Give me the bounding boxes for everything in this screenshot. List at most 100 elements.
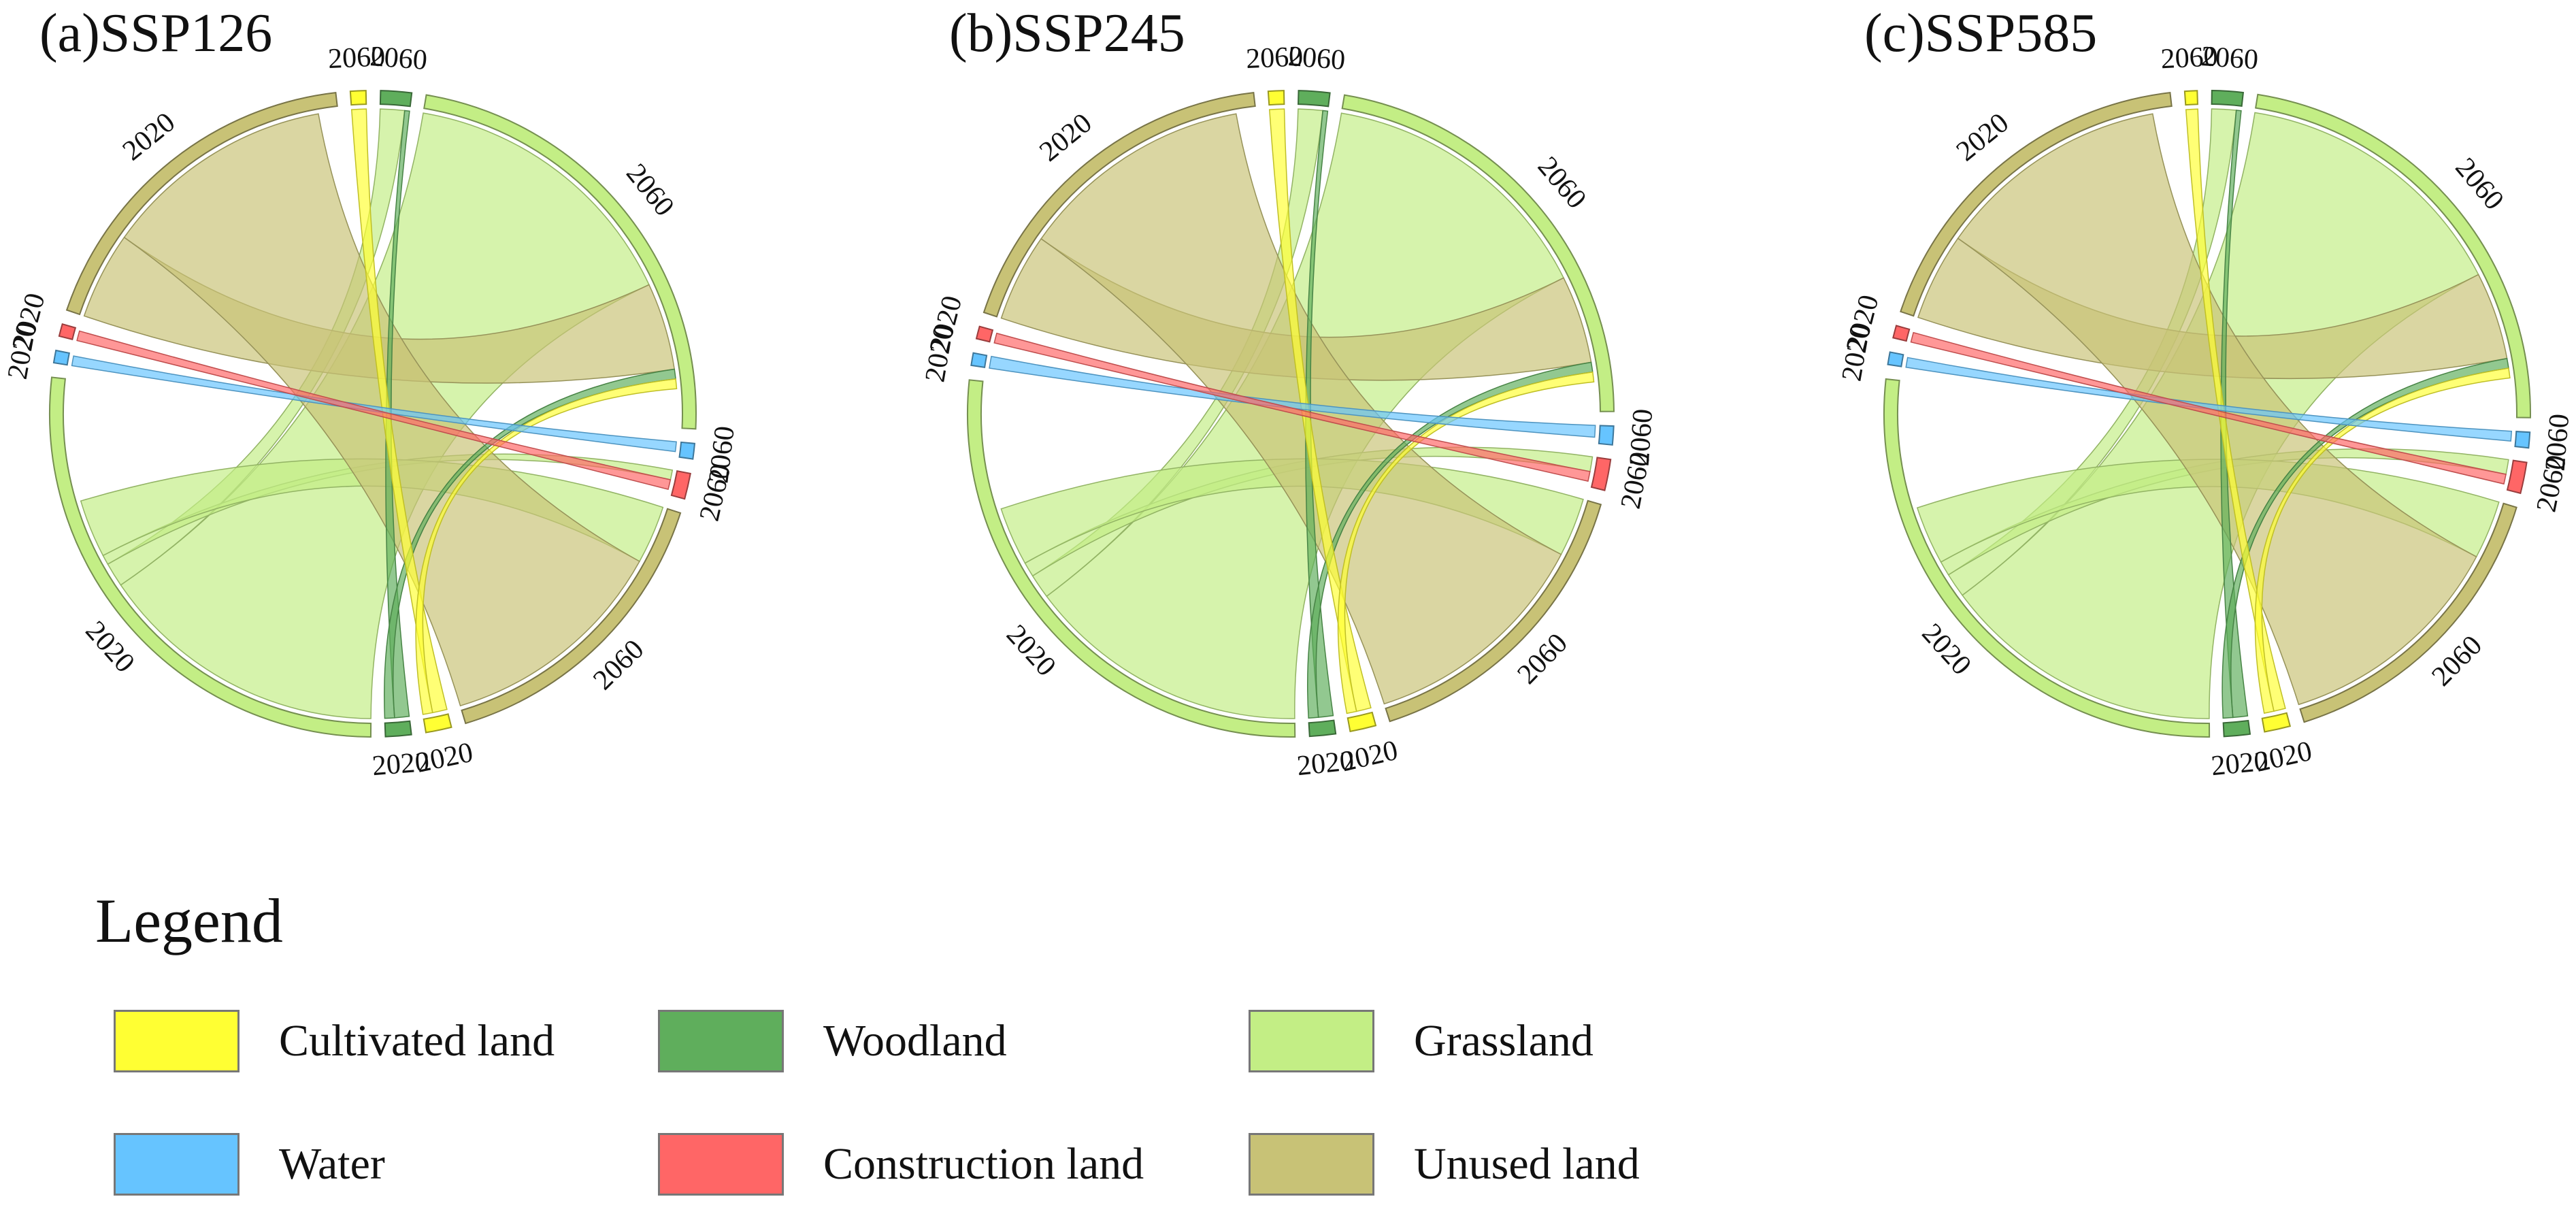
segment-woodland-2020 xyxy=(2222,719,2251,738)
segment-construction-land-2020 xyxy=(975,325,994,343)
chord-water-2020-to-water-2060 xyxy=(71,355,677,453)
chord-cultivated-land-2020-to-grassland-2060 xyxy=(415,378,678,715)
segment-year-label: 2020 xyxy=(924,293,969,356)
chord-woodland-2020-to-woodland-2060 xyxy=(2220,110,2249,719)
chord-diagram-3: 2060206020602060206020602020202020202020… xyxy=(1836,41,2576,782)
segment-year-label: 2020 xyxy=(2210,746,2270,783)
legend-title: Legend xyxy=(95,886,283,955)
legend-swatch-unused-land xyxy=(1249,1132,1374,1196)
segment-woodland-2020 xyxy=(384,720,412,738)
segment-cultivated-land-2020 xyxy=(2261,712,2292,733)
segment-grassland-2020 xyxy=(49,376,372,738)
segment-year-label: 2060 xyxy=(2449,152,2509,216)
legend-item-woodland: Woodland xyxy=(658,1008,1007,1073)
panel-title-a: (a)SSP126 xyxy=(39,3,273,63)
chord-diagrams: 2060206020602060206020602020202020202020… xyxy=(2,41,2576,782)
segment-water-2020 xyxy=(970,352,988,369)
segment-year-label: 2060 xyxy=(620,158,680,222)
segment-grassland-2060 xyxy=(1341,94,1615,412)
segment-unused-land-2060 xyxy=(1385,499,1602,723)
segment-construction-land-2060 xyxy=(670,470,691,500)
segment-year-label: 2060 xyxy=(327,41,386,75)
segment-water-2020 xyxy=(1887,351,1904,367)
segment-cultivated-land-2060 xyxy=(2183,90,2198,106)
legend-item-unused-land: Unused land xyxy=(1249,1132,1640,1196)
legend-swatch-cultivated-land xyxy=(114,1009,240,1072)
segment-year-label: 2060 xyxy=(1532,151,1592,215)
segment-year-label: 2060 xyxy=(2530,453,2573,514)
chord-cultivated-land-2020-to-grassland-2060 xyxy=(2254,367,2511,714)
segment-construction-land-2060 xyxy=(1590,457,1612,491)
segment-year-label: 2060 xyxy=(1245,41,1304,75)
chord-cultivated-land-2020-to-cultivated-land-2060 xyxy=(350,108,448,714)
segment-grassland-2020 xyxy=(1883,378,2211,738)
segment-year-label: 2020 xyxy=(1295,745,1355,782)
segment-year-label: 2060 xyxy=(1615,449,1657,511)
chord-construction-land-2020-to-construction-land-2060 xyxy=(1910,331,2507,485)
panel-title-c: (c)SSP585 xyxy=(1864,3,2098,63)
legend-item-water: Water xyxy=(114,1132,385,1196)
chord-woodland-2020-to-grassland-2060 xyxy=(1307,361,1594,719)
chord-diagram-2: 2060206020602060206020602020202020202020… xyxy=(919,41,1659,782)
legend-label-cultivated-land: Cultivated land xyxy=(279,1015,555,1066)
segment-year-label: 2060 xyxy=(703,425,740,485)
segment-year-label: 2060 xyxy=(369,41,428,76)
panel-title-b: (b)SSP245 xyxy=(949,3,1185,63)
segment-woodland-2060 xyxy=(379,90,413,108)
chord-cultivated-land-2020-to-cultivated-land-2060 xyxy=(2185,108,2286,712)
segment-unused-land-2020 xyxy=(1900,92,2173,317)
segment-year-label: 2060 xyxy=(2540,412,2576,472)
segment-year-label: 2060 xyxy=(1624,408,1659,467)
segment-unused-land-2060 xyxy=(2299,502,2517,723)
segment-water-2060 xyxy=(1598,425,1615,446)
legend-item-cultivated-land: Cultivated land xyxy=(114,1008,555,1073)
chord-woodland-2020-to-grassland-2060 xyxy=(2222,357,2509,719)
legend-label-unused-land: Unused land xyxy=(1414,1138,1640,1189)
legend-label-construction-land: Construction land xyxy=(823,1138,1144,1189)
segment-grassland-2060 xyxy=(2255,93,2531,418)
segment-year-label: 2020 xyxy=(6,290,51,353)
chord-cultivated-land-2020-to-cultivated-land-2060 xyxy=(1268,108,1372,712)
segment-cultivated-land-2020 xyxy=(1347,711,1377,733)
legend-item-construction-land: Construction land xyxy=(658,1132,1144,1196)
segment-unused-land-2020 xyxy=(65,92,338,316)
segment-year-label: 2020 xyxy=(117,107,181,167)
segment-unused-land-2020 xyxy=(982,92,1256,318)
segment-water-2020 xyxy=(52,349,70,366)
segment-construction-land-2020 xyxy=(58,323,77,340)
segment-water-2060 xyxy=(2514,431,2531,449)
segment-grassland-2060 xyxy=(423,94,697,430)
segment-cultivated-land-2060 xyxy=(349,90,367,106)
legend-label-water: Water xyxy=(279,1138,385,1189)
segment-year-label: 2060 xyxy=(2160,41,2219,75)
segment-woodland-2060 xyxy=(1298,90,1331,108)
segment-year-label: 2060 xyxy=(694,461,738,524)
segment-unused-land-2060 xyxy=(461,508,682,725)
chord-construction-land-2020-to-construction-land-2060 xyxy=(76,330,672,490)
legend-label-grassland: Grassland xyxy=(1414,1015,1594,1066)
chord-construction-land-2020-to-construction-land-2060 xyxy=(993,332,1591,482)
chord-links xyxy=(1905,108,2513,719)
segment-year-label: 2020 xyxy=(1840,292,1885,355)
chord-diagram-1: 2060206020602060206020602020202020202020… xyxy=(2,41,741,782)
legend-item-grassland: Grassland xyxy=(1249,1008,1594,1073)
legend-label-woodland: Woodland xyxy=(823,1015,1007,1066)
chord-links xyxy=(989,108,1596,719)
segment-grassland-2020 xyxy=(967,379,1296,738)
chord-cultivated-land-2020-to-grassland-2060 xyxy=(1337,371,1595,714)
legend-swatch-woodland xyxy=(658,1009,784,1072)
segment-water-2060 xyxy=(678,441,696,460)
chord-water-2020-to-water-2060 xyxy=(1905,357,2513,442)
legend-swatch-construction-land xyxy=(658,1132,784,1196)
segment-year-label: 2020 xyxy=(1034,108,1097,168)
chord-water-2020-to-water-2060 xyxy=(989,355,1596,438)
segment-cultivated-land-2020 xyxy=(423,713,452,734)
segment-year-label: 2020 xyxy=(371,746,430,783)
segment-year-label: 2060 xyxy=(2200,41,2260,76)
segment-construction-land-2020 xyxy=(1892,325,1911,342)
legend-swatch-grassland xyxy=(1249,1009,1374,1072)
segment-year-label: 2020 xyxy=(1951,107,2015,167)
segment-year-label: 2060 xyxy=(1287,41,1347,76)
chord-woodland-2020-to-grassland-2060 xyxy=(384,368,676,719)
legend-swatch-water xyxy=(114,1132,240,1196)
